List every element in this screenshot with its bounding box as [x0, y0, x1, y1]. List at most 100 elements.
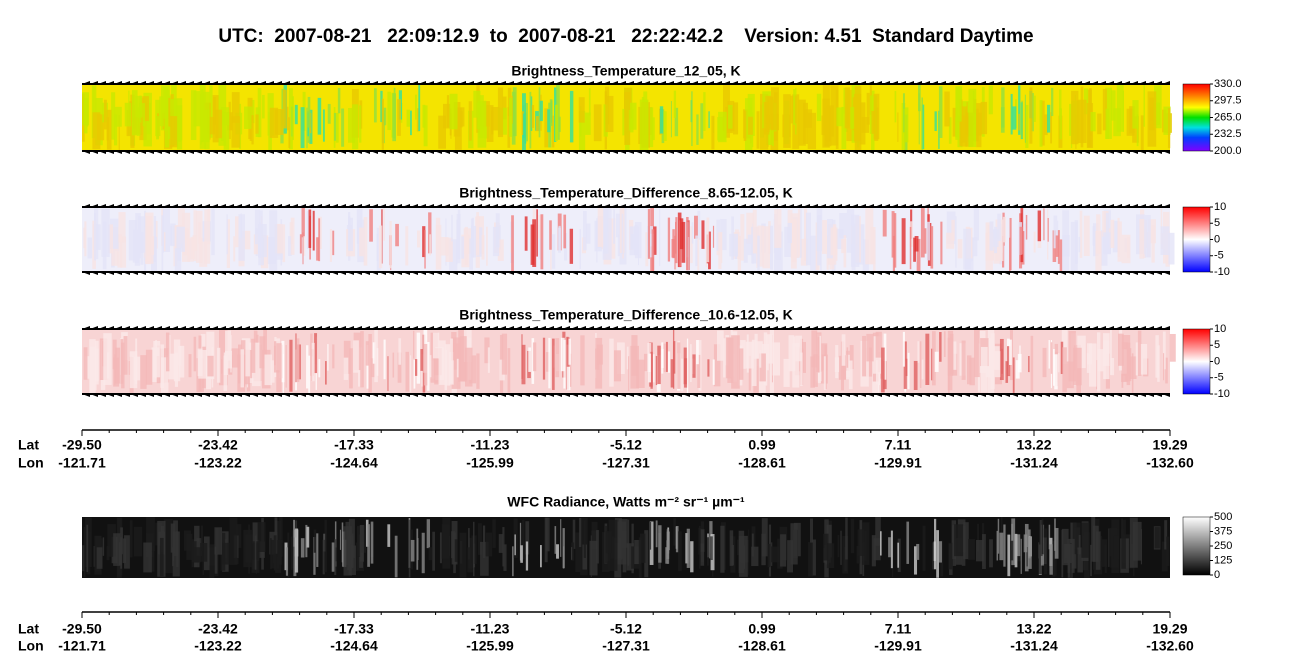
image-streak — [951, 219, 955, 241]
image-streak — [1039, 100, 1043, 147]
image-streak — [449, 93, 458, 130]
image-streak — [215, 109, 223, 139]
image-streak — [816, 93, 822, 122]
image-streak — [691, 91, 693, 147]
image-streak — [691, 222, 694, 244]
image-streak — [207, 116, 216, 135]
image-streak — [670, 359, 674, 388]
image-streak — [240, 349, 244, 388]
image-streak — [934, 111, 937, 132]
image-streak — [405, 351, 409, 392]
image-streak — [257, 522, 266, 552]
image-streak — [540, 214, 544, 270]
image-streak — [451, 331, 457, 361]
image-streak — [94, 207, 99, 260]
lon-label: -121.71 — [58, 638, 106, 654]
image-streak — [740, 214, 745, 261]
image-streak — [1007, 346, 1011, 377]
lon-label: -127.31 — [602, 455, 650, 471]
image-streak — [585, 112, 591, 135]
image-streak — [343, 340, 351, 374]
image-streak — [199, 237, 208, 267]
image-streak — [244, 106, 253, 129]
image-streak — [956, 86, 962, 122]
image-streak — [967, 355, 972, 385]
image-streak — [751, 339, 757, 387]
image-streak — [288, 236, 292, 256]
image-streak — [416, 528, 419, 570]
colorbar-label: -5 — [1214, 250, 1224, 262]
image-streak — [376, 227, 381, 271]
image-streak — [888, 537, 891, 558]
image-streak — [955, 216, 957, 268]
image-streak — [1063, 543, 1073, 563]
image-streak — [106, 109, 112, 150]
image-streak — [352, 104, 359, 150]
image-streak — [596, 530, 599, 564]
image-streak — [560, 337, 565, 372]
image-streak — [491, 106, 500, 131]
image-streak — [1010, 93, 1013, 135]
image-streak — [414, 94, 417, 120]
image-streak — [525, 541, 529, 571]
image-streak — [337, 87, 341, 114]
image-streak — [486, 226, 488, 266]
image-streak — [422, 226, 426, 258]
image-streak — [177, 208, 185, 244]
image-streak — [1062, 347, 1067, 393]
image-streak — [221, 110, 225, 141]
image-streak — [1144, 215, 1151, 258]
image-streak — [1048, 524, 1051, 550]
image-streak — [497, 87, 504, 138]
title: UTC: 2007-08-21 22:09:12.9 to 2007-08-21… — [218, 26, 1033, 47]
image-streak — [705, 220, 707, 268]
image-streak — [745, 341, 754, 369]
image-streak — [349, 348, 353, 389]
image-streak — [1042, 347, 1047, 378]
image-streak — [800, 238, 808, 266]
colorbar-label: 0 — [1214, 569, 1220, 581]
image-streak — [938, 110, 940, 149]
image-streak — [514, 534, 516, 556]
image-streak — [524, 216, 528, 251]
image-streak — [103, 333, 112, 385]
image-streak — [665, 341, 668, 372]
image-streak — [520, 545, 523, 563]
image-streak — [861, 522, 870, 565]
image-streak — [940, 221, 943, 265]
image-streak — [953, 341, 957, 370]
image-streak — [476, 227, 483, 257]
image-streak — [1126, 236, 1130, 259]
image-streak — [495, 213, 500, 248]
image-streak — [163, 519, 173, 574]
image-streak — [472, 521, 475, 577]
image-streak — [816, 332, 822, 372]
image-streak — [1164, 520, 1168, 550]
image-streak — [370, 521, 374, 564]
image-streak — [982, 534, 986, 569]
image-streak — [1161, 541, 1168, 572]
image-streak — [803, 208, 808, 261]
image-streak — [236, 524, 242, 548]
image-streak — [840, 530, 842, 565]
image-streak — [300, 538, 305, 558]
image-streak — [523, 113, 525, 138]
image-streak — [324, 519, 327, 573]
lat-label: 19.29 — [1152, 621, 1187, 637]
image-streak — [679, 218, 684, 250]
image-streak — [997, 213, 1001, 241]
image-streak — [465, 347, 473, 387]
image-streak — [638, 537, 642, 578]
image-streak — [752, 209, 757, 254]
lat-label: -17.33 — [334, 621, 374, 637]
image-streak — [313, 529, 317, 553]
image-streak — [366, 344, 370, 389]
image-streak — [117, 234, 123, 268]
image-streak — [443, 103, 451, 129]
image-streak — [551, 234, 556, 269]
image-streak — [1008, 339, 1012, 365]
image-streak — [269, 107, 279, 138]
image-streak — [211, 208, 215, 256]
image-streak — [655, 355, 658, 386]
image-streak — [697, 210, 701, 240]
